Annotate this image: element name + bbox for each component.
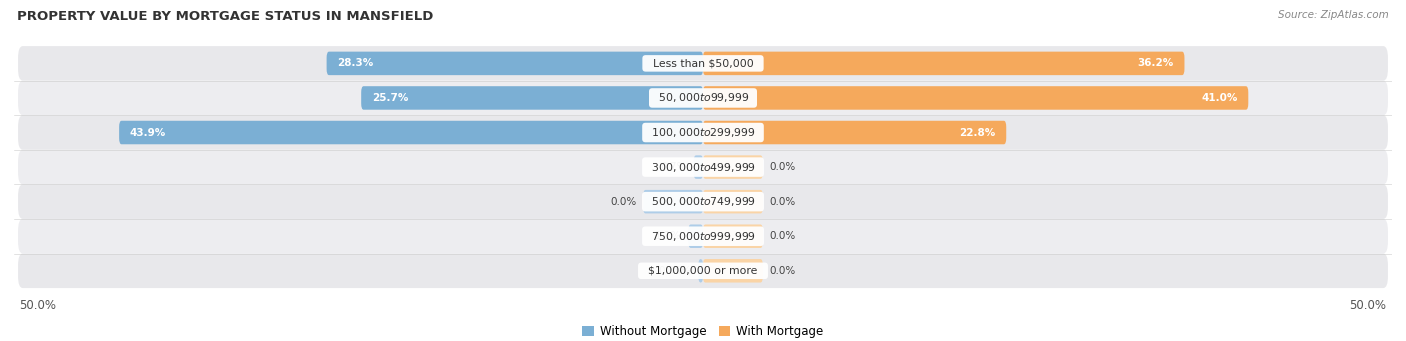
- Text: 0.0%: 0.0%: [769, 197, 796, 207]
- Text: 41.0%: 41.0%: [1201, 93, 1237, 103]
- Text: 0.0%: 0.0%: [769, 231, 796, 241]
- Text: $300,000 to $499,999: $300,000 to $499,999: [645, 161, 761, 174]
- Text: $100,000 to $299,999: $100,000 to $299,999: [645, 126, 761, 139]
- FancyBboxPatch shape: [693, 155, 703, 179]
- FancyBboxPatch shape: [703, 86, 1249, 110]
- FancyBboxPatch shape: [703, 190, 763, 213]
- Text: 0.35%: 0.35%: [658, 266, 692, 276]
- FancyBboxPatch shape: [703, 259, 763, 283]
- FancyBboxPatch shape: [703, 51, 1184, 75]
- Text: 25.7%: 25.7%: [371, 93, 408, 103]
- Text: 0.7%: 0.7%: [661, 162, 688, 172]
- FancyBboxPatch shape: [643, 190, 703, 213]
- Text: Source: ZipAtlas.com: Source: ZipAtlas.com: [1278, 10, 1389, 20]
- Text: Less than $50,000: Less than $50,000: [645, 58, 761, 69]
- Text: 28.3%: 28.3%: [337, 58, 374, 69]
- FancyBboxPatch shape: [18, 253, 1388, 288]
- Text: 0.0%: 0.0%: [769, 266, 796, 276]
- Text: 0.0%: 0.0%: [610, 197, 637, 207]
- FancyBboxPatch shape: [120, 121, 703, 144]
- Text: 36.2%: 36.2%: [1137, 58, 1174, 69]
- FancyBboxPatch shape: [18, 115, 1388, 150]
- Text: $750,000 to $999,999: $750,000 to $999,999: [645, 230, 761, 243]
- Text: PROPERTY VALUE BY MORTGAGE STATUS IN MANSFIELD: PROPERTY VALUE BY MORTGAGE STATUS IN MAN…: [17, 10, 433, 23]
- FancyBboxPatch shape: [703, 224, 763, 248]
- Text: $50,000 to $99,999: $50,000 to $99,999: [652, 91, 754, 104]
- FancyBboxPatch shape: [18, 184, 1388, 219]
- FancyBboxPatch shape: [18, 81, 1388, 115]
- Text: 43.9%: 43.9%: [129, 128, 166, 137]
- FancyBboxPatch shape: [18, 46, 1388, 81]
- Text: 22.8%: 22.8%: [959, 128, 995, 137]
- FancyBboxPatch shape: [703, 155, 763, 179]
- FancyBboxPatch shape: [703, 121, 1007, 144]
- Text: $1,000,000 or more: $1,000,000 or more: [641, 266, 765, 276]
- Legend: Without Mortgage, With Mortgage: Without Mortgage, With Mortgage: [578, 321, 828, 341]
- FancyBboxPatch shape: [699, 259, 703, 283]
- Text: $500,000 to $749,999: $500,000 to $749,999: [645, 195, 761, 208]
- FancyBboxPatch shape: [18, 219, 1388, 253]
- FancyBboxPatch shape: [361, 86, 703, 110]
- FancyBboxPatch shape: [18, 150, 1388, 184]
- Text: 0.0%: 0.0%: [769, 162, 796, 172]
- Text: 1.1%: 1.1%: [655, 231, 682, 241]
- FancyBboxPatch shape: [326, 51, 703, 75]
- FancyBboxPatch shape: [689, 224, 703, 248]
